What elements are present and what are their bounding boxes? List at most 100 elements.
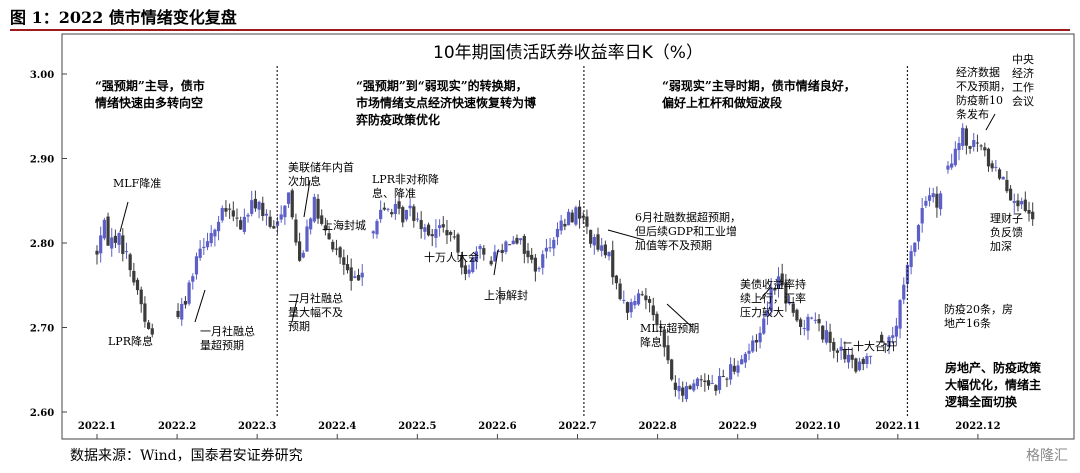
candle-body xyxy=(559,220,563,231)
candle-body xyxy=(360,272,364,278)
y-tick-label: 3.00 xyxy=(30,70,54,81)
candle-body xyxy=(821,325,825,340)
candle-body xyxy=(776,276,781,289)
annotation-jan-social: 一月社融总 xyxy=(200,324,255,338)
leader-line xyxy=(985,113,996,131)
candle-body xyxy=(139,289,143,305)
candle-body xyxy=(644,295,648,301)
candle-body xyxy=(714,385,718,391)
candle-body xyxy=(102,219,106,239)
annotation-us-fed: 美联储年内首 xyxy=(288,160,354,174)
candle-body xyxy=(997,169,1002,179)
annotation-realestate: 房地产、防疫政策 xyxy=(945,360,1042,375)
candle-body xyxy=(522,236,526,254)
candle-body xyxy=(765,310,770,317)
leader-line xyxy=(607,229,645,241)
candle-body xyxy=(331,241,335,250)
candle-body xyxy=(371,231,375,234)
candle-body xyxy=(824,330,828,343)
candle-body xyxy=(703,380,707,383)
candle-body xyxy=(496,250,501,252)
candle-body xyxy=(504,241,508,252)
annotation-shanghai-lock: 上海封城 xyxy=(322,218,366,232)
annotation-us-yield: 压力较大 xyxy=(740,305,784,319)
annotation-feb-social: 预期 xyxy=(288,320,310,333)
candle-body xyxy=(758,332,762,343)
x-tick-label: 2022.12 xyxy=(955,421,1000,432)
candle-body xyxy=(552,239,556,249)
candle-body xyxy=(618,283,622,300)
candle-body xyxy=(736,365,740,373)
candle-body xyxy=(180,303,184,320)
annotation-wealth-mgmt: 理财子 xyxy=(990,211,1023,225)
candle-body xyxy=(183,301,188,305)
candle-body xyxy=(585,216,589,227)
candle-body xyxy=(795,309,799,321)
annotation-phase1: “强预期”主导，债市 xyxy=(95,78,205,93)
candle-body xyxy=(972,140,976,147)
candle-body xyxy=(242,216,246,232)
candle-body xyxy=(349,267,353,281)
candle-body xyxy=(1016,200,1020,207)
candle-body xyxy=(784,282,788,304)
leader-line xyxy=(666,303,693,328)
candle-body xyxy=(323,225,327,231)
candle-body xyxy=(216,221,221,232)
candle-body xyxy=(861,358,865,365)
x-tick-label: 2022.7 xyxy=(558,421,596,432)
candle-body xyxy=(268,216,272,227)
annotation-phase1: 情绪快速由多转向空 xyxy=(95,95,203,110)
title-rule xyxy=(10,29,1070,31)
candle-body xyxy=(710,383,714,385)
candle-body xyxy=(231,210,235,217)
candle-body xyxy=(957,143,961,151)
candle-body xyxy=(828,331,832,343)
candle-body xyxy=(600,245,604,251)
annotation-congress20: 二十大召开 xyxy=(842,339,897,353)
candle-body xyxy=(835,350,840,353)
candle-body xyxy=(176,310,180,317)
candle-body xyxy=(935,193,939,208)
candle-body xyxy=(832,342,836,351)
candle-body xyxy=(725,378,729,380)
candle-body xyxy=(541,254,545,268)
candle-body xyxy=(434,229,438,238)
candle-body xyxy=(986,148,991,167)
candle-body xyxy=(931,193,935,198)
candle-body xyxy=(132,270,136,283)
source-note: 数据来源：Wind，国泰君安证券研究 xyxy=(70,448,303,464)
candle-body xyxy=(356,274,361,281)
y-tick-label: 2.60 xyxy=(30,408,54,419)
candle-body xyxy=(393,204,397,215)
candle-body xyxy=(1020,201,1024,205)
candle-body xyxy=(205,241,210,248)
candle-body xyxy=(143,303,147,322)
candle-body xyxy=(927,195,932,201)
annotation-realestate: 大幅优化，情绪主 xyxy=(945,377,1041,392)
candle-body xyxy=(544,247,549,252)
candle-body xyxy=(382,207,386,210)
candle-body xyxy=(677,385,681,392)
candle-body xyxy=(279,214,283,220)
candle-body xyxy=(706,380,711,386)
annotation-lpr-cut: LPR降息 xyxy=(108,334,153,348)
candle-body xyxy=(916,225,921,242)
candle-body xyxy=(614,275,619,284)
candle-body xyxy=(250,200,254,214)
candle-body xyxy=(301,252,305,258)
candle-body xyxy=(99,235,103,254)
candle-body xyxy=(688,385,692,390)
candle-body xyxy=(666,345,670,361)
annotation-phase3: 偏好上杠杆和做短波段 xyxy=(662,95,783,110)
candle-body xyxy=(489,260,493,265)
candle-body xyxy=(732,365,736,372)
candle-body xyxy=(437,225,442,229)
candle-body xyxy=(577,206,582,219)
annotation-feb-social: 量大幅不及 xyxy=(288,305,343,319)
candle-body xyxy=(729,364,733,380)
candle-body xyxy=(891,335,895,338)
candle-body xyxy=(515,237,519,244)
candle-body xyxy=(493,251,497,262)
candle-body xyxy=(106,216,110,246)
